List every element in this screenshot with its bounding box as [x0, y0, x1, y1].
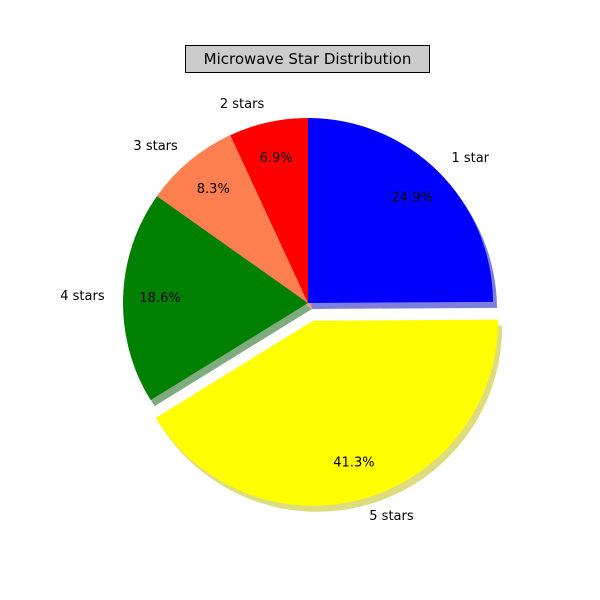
slice-percent-label: 6.9%	[260, 151, 293, 166]
slice-percent-label: 8.3%	[197, 182, 230, 197]
pie-slice-3-stars	[156, 135, 308, 303]
pie-slice-5-stars	[155, 319, 499, 506]
slice-percent-label: 41.3%	[333, 456, 374, 471]
pie-slice-4-stars	[122, 196, 308, 401]
pie-slice-1-star	[308, 118, 493, 303]
chart-title: Microwave Star Distribution	[185, 45, 430, 73]
slice-label: 4 stars	[60, 289, 105, 304]
slice-label: 5 stars	[369, 509, 414, 524]
slice-label: 3 stars	[133, 139, 178, 154]
slice-label: 1 star	[451, 151, 489, 166]
slice-label: 2 stars	[220, 97, 265, 112]
slice-percent-label: 24.9%	[392, 191, 433, 206]
pie-slice-2-stars	[230, 118, 308, 303]
slice-percent-label: 18.6%	[139, 291, 180, 306]
